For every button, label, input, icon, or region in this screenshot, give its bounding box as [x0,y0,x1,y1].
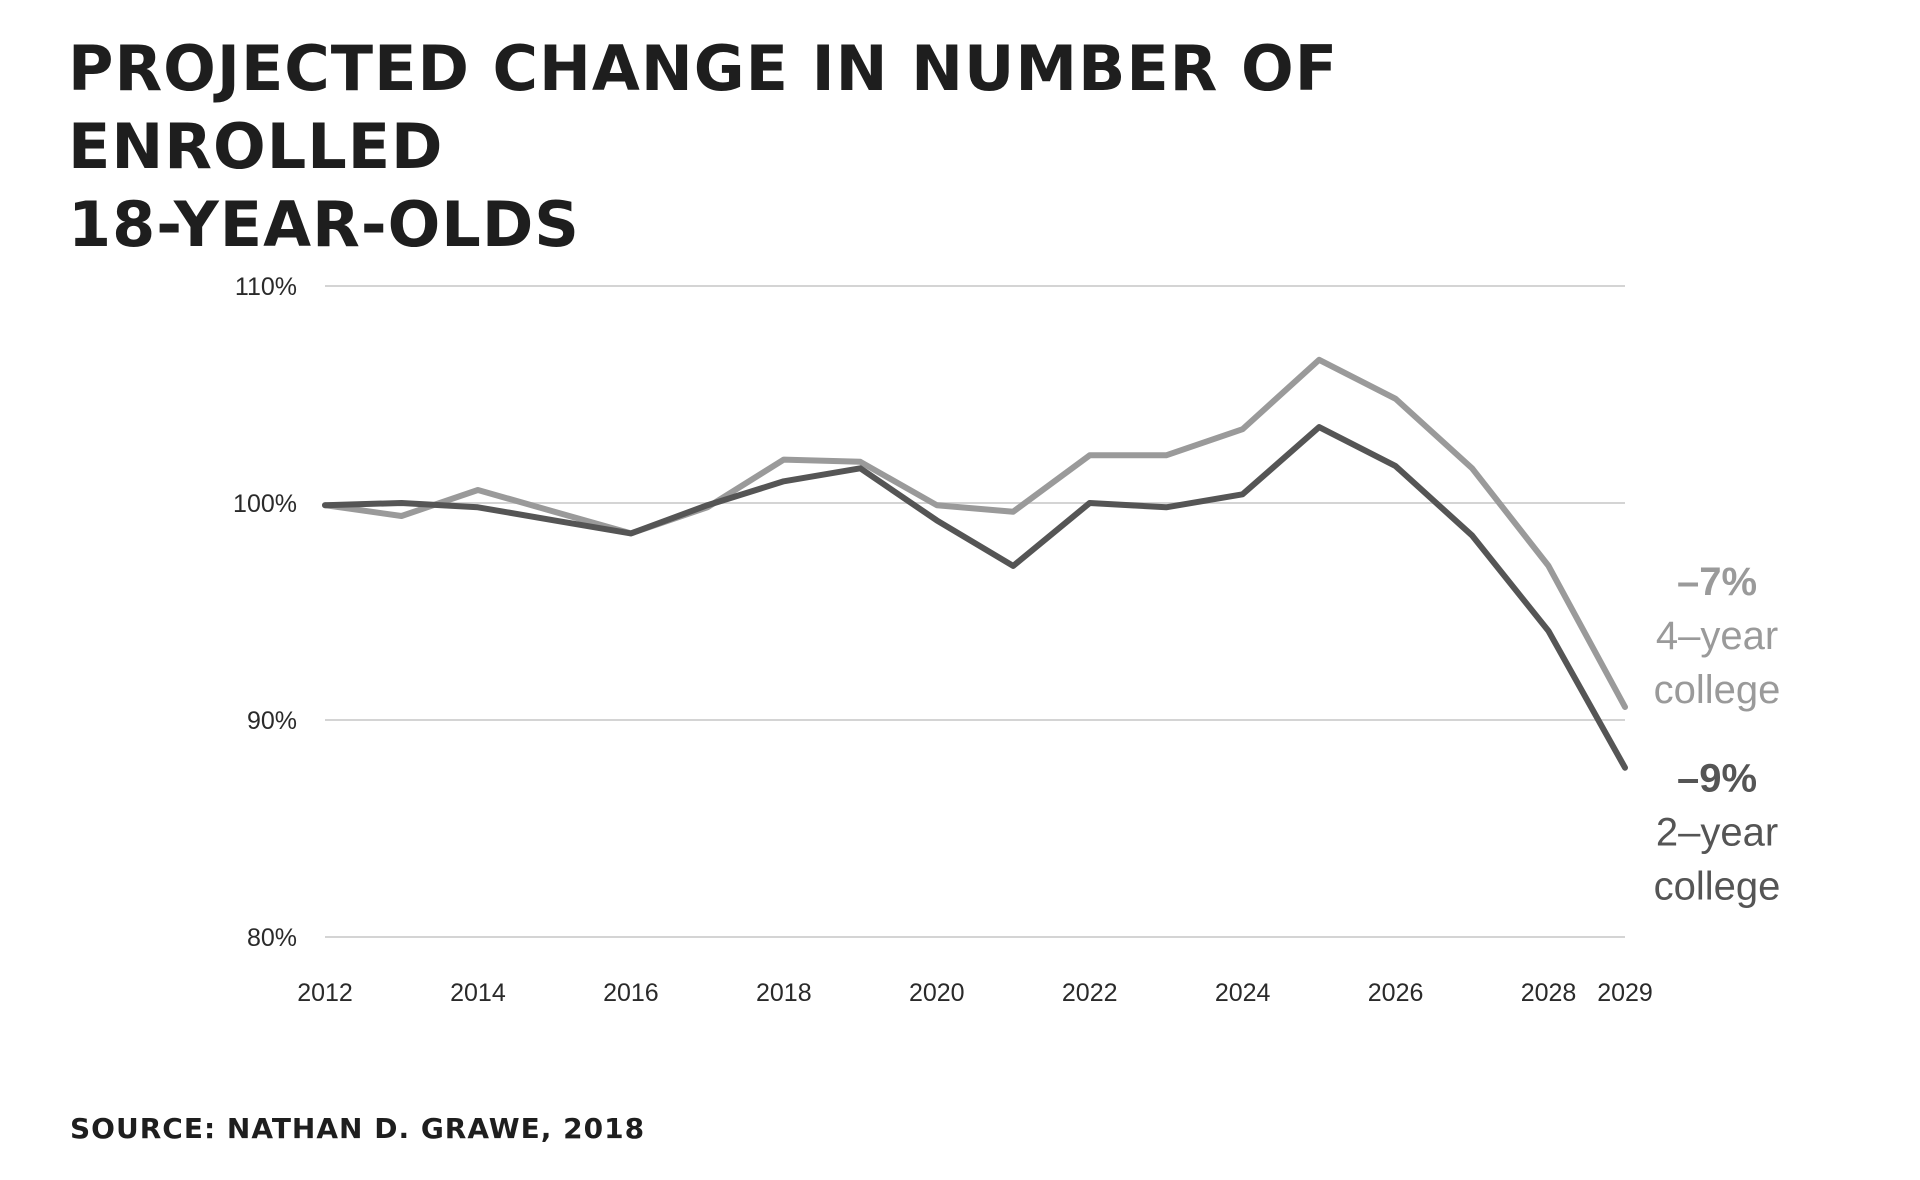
source-note: Source: Nathan D. Grawe, 2018 [70,1112,646,1145]
x-tick-label: 2024 [1215,979,1271,1007]
y-tick-label: 80% [247,924,297,952]
end-label-text: college [1654,865,1781,909]
chart-title: Projected change in number of enrolled 1… [68,30,1628,264]
x-tick-label: 2026 [1368,979,1424,1007]
y-tick-label: 100% [233,490,297,518]
chart-title-line-2: 18-year-olds [68,188,580,261]
end-label-pct: –9% [1677,757,1757,801]
chart-title-line-1: Projected change in number of enrolled [68,32,1339,183]
gridlines [325,285,1625,938]
series-end-labels: –7% 4–year college –9% 2–year college [1654,560,1781,909]
end-label-pct: –7% [1677,560,1757,604]
series-line-four_year [322,356,1628,710]
series-lines [322,356,1628,771]
x-axis-ticks: 2012 2014 2016 2018 2020 2022 2024 2026 2028 2029 [297,979,1653,1007]
series-line-two_year [322,424,1628,771]
x-tick-label: 2020 [909,979,965,1007]
end-label-text: 2–year [1656,811,1778,855]
x-tick-label: 2014 [450,979,506,1007]
y-axis-ticks: 80% 90% 100% 110% [233,273,297,952]
x-tick-label: 2018 [756,979,812,1007]
x-tick-label: 2016 [603,979,659,1007]
end-label-text: 4–year [1656,614,1778,658]
x-tick-label: 2012 [297,979,353,1007]
end-label-two_year: –9% 2–year college [1654,757,1781,909]
end-label-four_year: –7% 4–year college [1654,560,1781,712]
x-tick-label: 2029 [1597,979,1653,1007]
y-tick-label: 110% [235,273,297,301]
x-tick-label: 2028 [1521,979,1577,1007]
end-label-text: college [1654,668,1781,712]
x-tick-label: 2022 [1062,979,1118,1007]
y-tick-label: 90% [247,707,297,735]
